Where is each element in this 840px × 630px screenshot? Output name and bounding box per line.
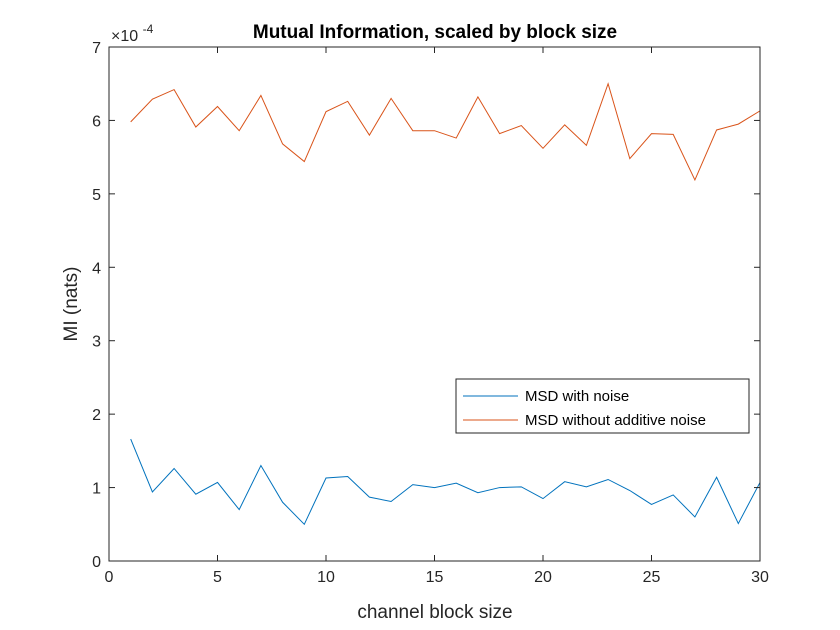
y-tick-label: 6 (92, 113, 101, 130)
series-line-msd-without-additive-noise (130, 82, 761, 182)
series-line-msd-with-noise (130, 438, 761, 526)
x-tick-label: 0 (105, 569, 114, 586)
y-axis-label: MI (nats) (61, 267, 82, 342)
y-tick-label: 7 (92, 40, 101, 57)
y-tick-label: 2 (92, 407, 101, 424)
y-tick-label: 3 (92, 334, 101, 351)
legend-label-msd-without-additive-noise: MSD without additive noise (525, 412, 706, 429)
legend-label-msd-with-noise: MSD with noise (525, 388, 629, 405)
legend: MSD with noise MSD without additive nois… (455, 378, 750, 434)
y-tick-label: 4 (92, 260, 101, 277)
x-tick-label: 5 (213, 569, 222, 586)
tick-layer: 0 5 10 15 20 25 30 0 1 2 3 4 5 6 7 (92, 40, 769, 586)
x-tick-label: 25 (643, 569, 661, 586)
x-tick-label: 10 (317, 569, 335, 586)
y-exponent-base: ×10 (111, 28, 138, 45)
plot-area (109, 47, 760, 561)
y-exponent-label: ×10 -4 (111, 22, 154, 45)
y-tick-label: 0 (92, 554, 101, 571)
y-exponent-power: -4 (143, 22, 154, 36)
x-axis-label: channel block size (357, 602, 512, 623)
x-tick-label: 30 (751, 569, 769, 586)
series-layer (130, 82, 761, 526)
y-tick-label: 5 (92, 187, 101, 204)
x-tick-label: 15 (426, 569, 444, 586)
x-tick-label: 20 (534, 569, 552, 586)
chart-title: Mutual Information, scaled by block size (253, 22, 617, 43)
legend-box (455, 378, 750, 434)
y-tick-label: 1 (92, 481, 101, 498)
